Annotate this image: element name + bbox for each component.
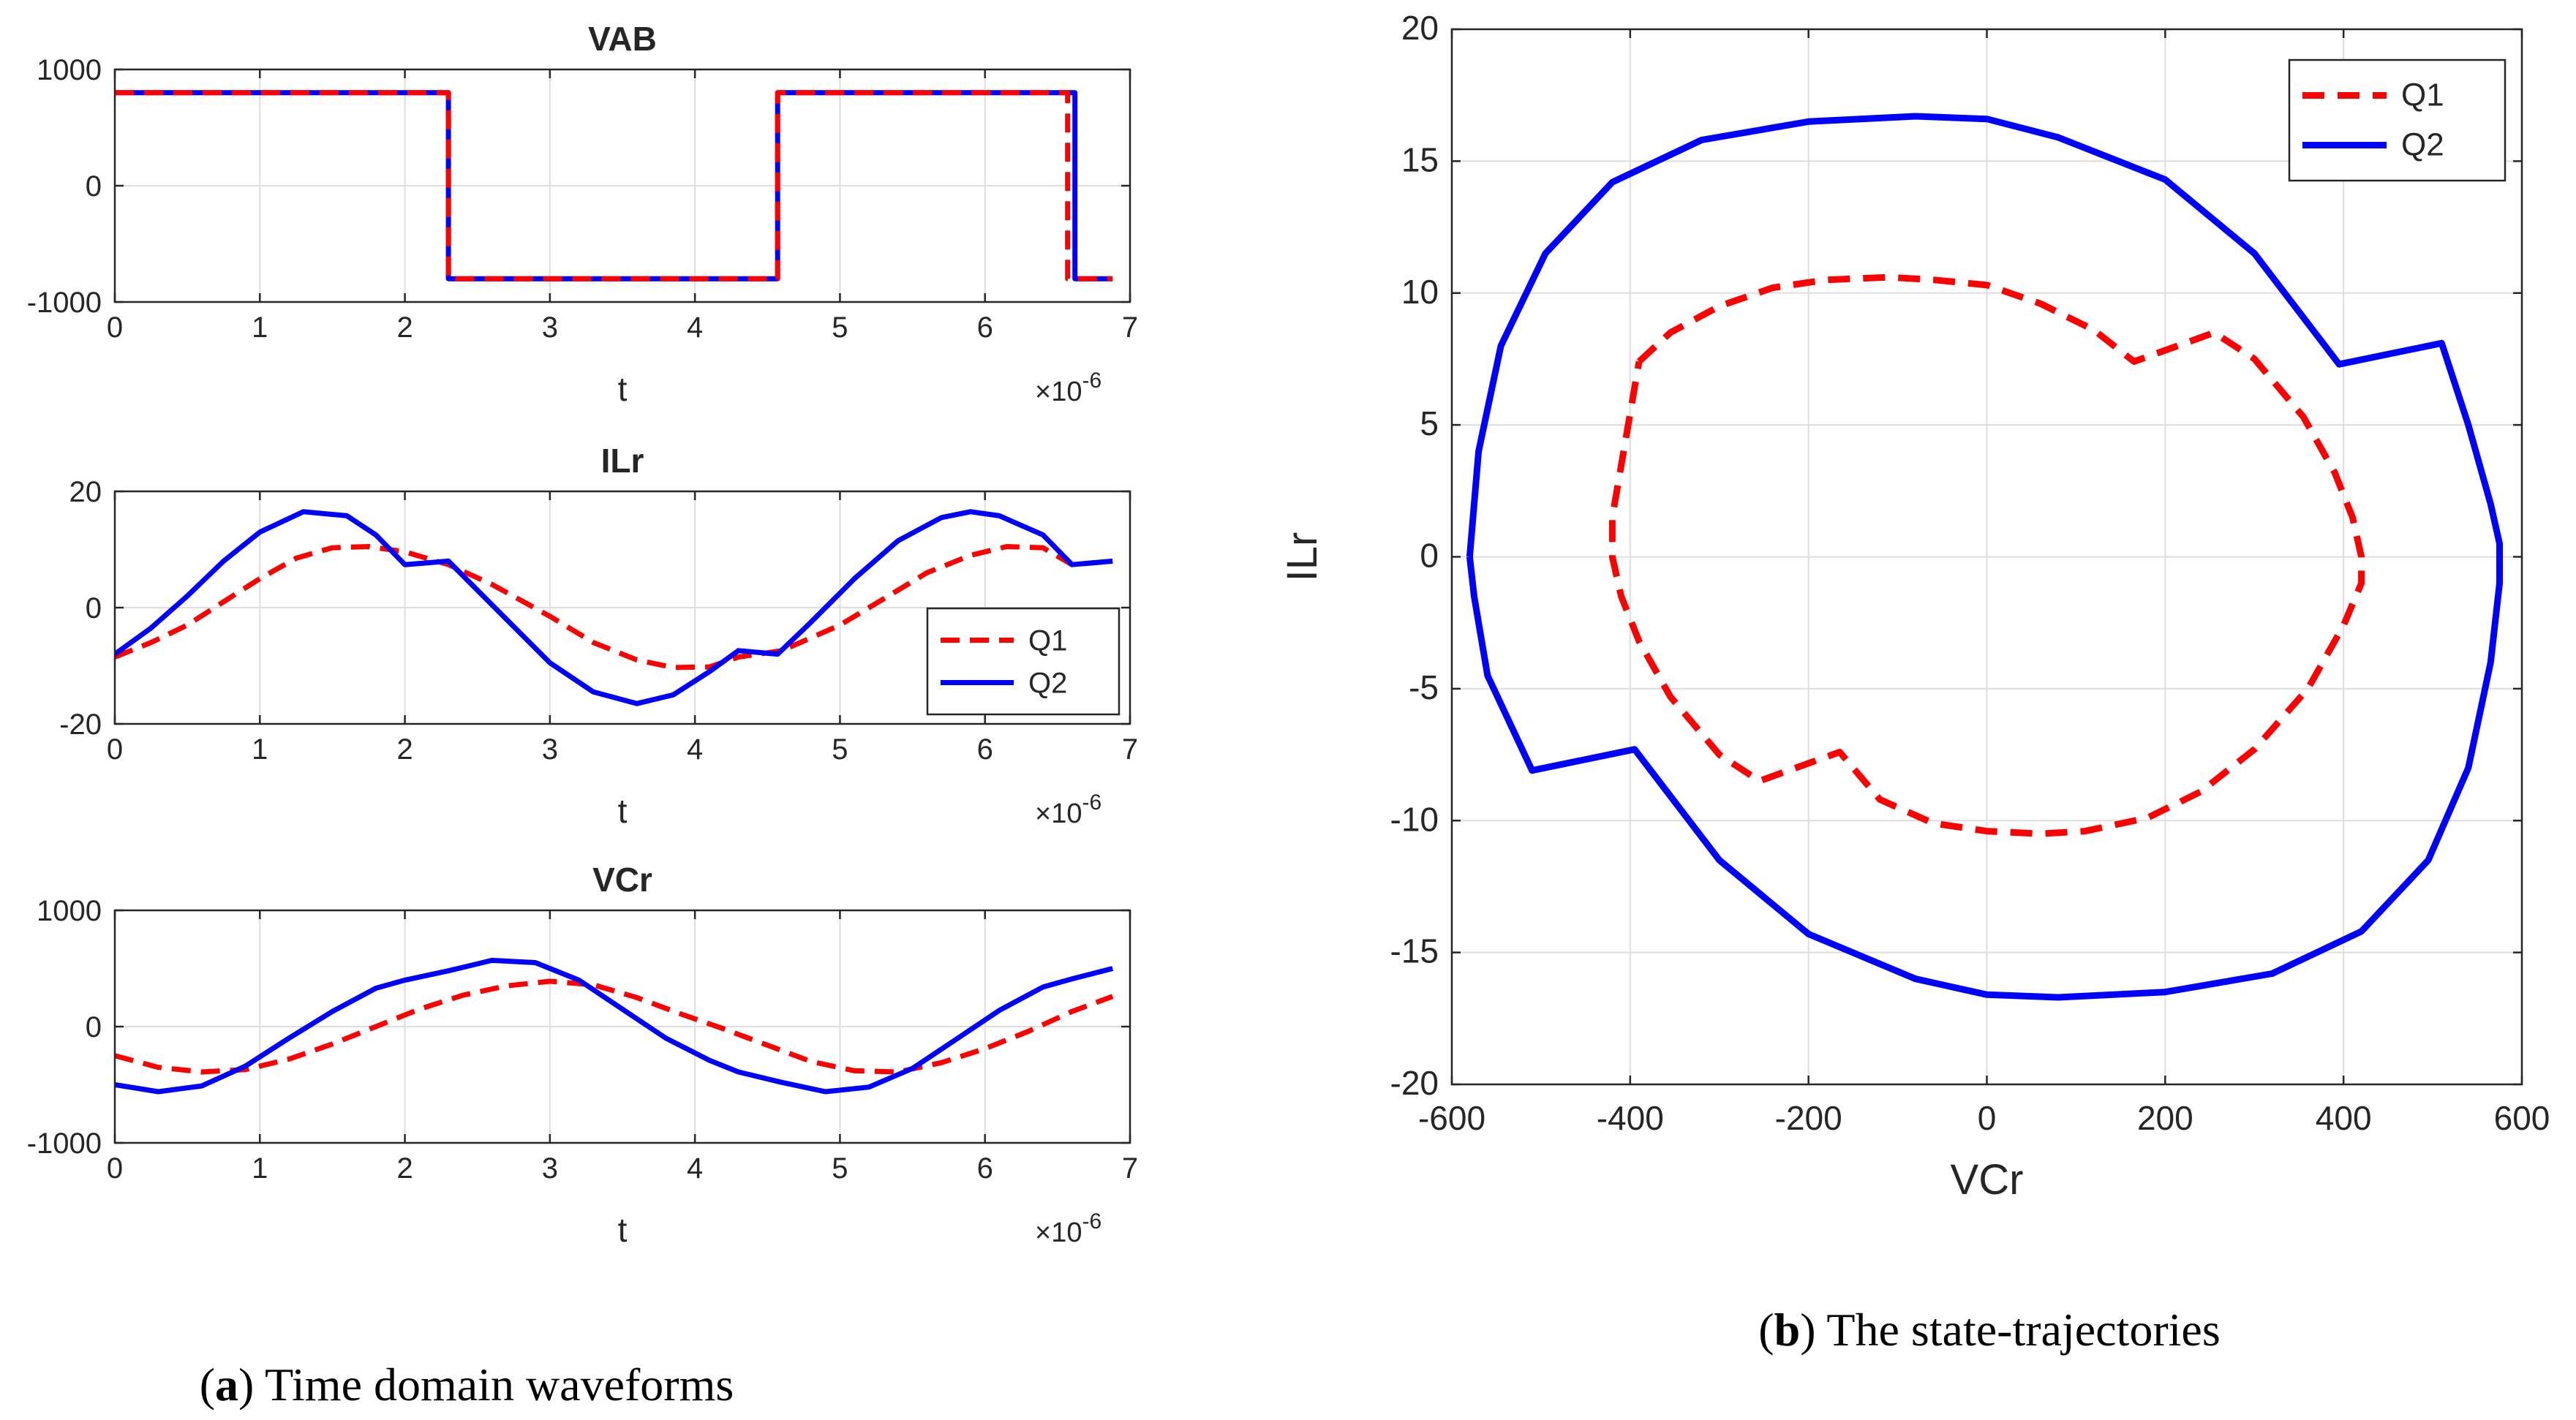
trajectory-xtick-label-3: 0 <box>1978 1099 1997 1137</box>
trajectory-legend-label-q1: Q1 <box>2401 78 2444 113</box>
chart-trajectory: -600 -400 -200 0 200 400 600 -20 -15 -10 -5 0 5 10 15 2… <box>1278 9 2550 1204</box>
vab-ytick-label-1: 0 <box>86 170 102 203</box>
trajectory-ytick-label-8: 20 <box>1401 9 1439 47</box>
ilr-xtick-label-4: 4 <box>687 733 703 766</box>
vab-series-q1 <box>115 90 1113 282</box>
ilr-xtick-label-2: 2 <box>396 733 413 766</box>
vab-ytick-label-0: -1000 <box>27 287 102 319</box>
vab-x-exponent-power: -6 <box>1082 369 1101 393</box>
caption-b-text: The state-trajectories <box>1816 1304 2221 1356</box>
vab-xtick-label-1: 1 <box>252 311 268 344</box>
vcr-xtick-label-5: 5 <box>832 1152 848 1185</box>
ilr-legend <box>926 607 1121 716</box>
vab-ytick-label-2: 1000 <box>37 54 102 86</box>
ilr-ytick-label-0: -20 <box>59 709 102 741</box>
ilr-title: ILr <box>601 442 644 480</box>
trajectory-xtick-label-4: 200 <box>2137 1099 2193 1137</box>
trajectory-ytick-label-1: -15 <box>1390 932 1439 970</box>
vab-xtick-label-7: 7 <box>1122 311 1138 344</box>
vab-x-exponent: ×10-6 <box>1035 369 1101 407</box>
ilr-ytick-label-1: 0 <box>86 592 102 624</box>
vcr-xlabel: t <box>618 1211 628 1249</box>
caption-b-letter: b <box>1774 1304 1801 1356</box>
vab-xtick-label-2: 2 <box>396 311 413 344</box>
vcr-xtick-label-4: 4 <box>687 1152 703 1185</box>
trajectory-xlabel: VCr <box>1951 1156 2024 1204</box>
trajectory-xtick-label-2: -200 <box>1775 1099 1842 1137</box>
vab-xtick-label-4: 4 <box>687 311 703 344</box>
vcr-ytick-label-2: 1000 <box>37 895 102 927</box>
vcr-x-exponent-power: -6 <box>1082 1209 1101 1234</box>
trajectory-xtick-label-5: 400 <box>2316 1099 2372 1137</box>
caption-b: (b) The state-trajectories <box>1758 1304 2220 1356</box>
vcr-x-exponent: ×10-6 <box>1035 1209 1101 1248</box>
trajectory-xtick-label-1: -400 <box>1597 1099 1664 1137</box>
trajectory-legend <box>2288 58 2507 182</box>
ilr-xtick-label-6: 6 <box>977 733 993 766</box>
ilr-xtick-label-1: 1 <box>252 733 268 766</box>
ilr-xlabel: t <box>618 792 628 830</box>
trajectory-ylabel: ILr <box>1278 532 1326 582</box>
trajectory-ytick-label-3: -5 <box>1409 668 1439 706</box>
trajectory-ytick-label-5: 5 <box>1420 404 1439 442</box>
ilr-legend-label-q2: Q2 <box>1028 668 1067 700</box>
vab-xtick-label-3: 3 <box>542 311 558 344</box>
trajectory-ytick-label-4: 0 <box>1420 537 1439 575</box>
vcr-ytick-label-1: 0 <box>86 1011 102 1043</box>
trajectory-ytick-label-6: 10 <box>1401 273 1439 311</box>
trajectory-ytick-label-0: -20 <box>1390 1064 1439 1102</box>
caption-a-letter: a <box>215 1359 238 1410</box>
caption-a-text: Time domain waveforms <box>254 1359 734 1410</box>
caption-a: (a) Time domain waveforms <box>200 1359 734 1410</box>
trajectory-xtick-label-0: -600 <box>1418 1099 1485 1137</box>
vab-xtick-label-0: 0 <box>107 311 123 344</box>
vcr-xtick-label-2: 2 <box>396 1152 413 1185</box>
ilr-xtick-label-5: 5 <box>832 733 848 766</box>
ilr-xtick-label-7: 7 <box>1122 733 1138 766</box>
ilr-xtick-label-0: 0 <box>107 733 123 766</box>
ilr-series-q2 <box>115 509 1113 706</box>
ilr-legend-label-q1: Q1 <box>1028 625 1067 657</box>
vab-xtick-label-5: 5 <box>832 311 848 344</box>
trajectory-series-q1 <box>1608 273 2365 837</box>
trajectory-ytick-label-7: 15 <box>1401 140 1439 178</box>
vcr-title: VCr <box>592 861 652 899</box>
trajectory-ytick-label-2: -10 <box>1390 800 1439 838</box>
ilr-xtick-label-3: 3 <box>542 733 558 766</box>
vcr-xtick-label-1: 1 <box>252 1152 268 1185</box>
vcr-xtick-label-7: 7 <box>1122 1152 1138 1185</box>
vcr-series-q2 <box>115 957 1114 1095</box>
ilr-x-exponent-power: -6 <box>1082 790 1101 815</box>
ilr-ytick-label-2: 20 <box>69 476 102 508</box>
vcr-series-q1 <box>115 978 1114 1075</box>
vcr-ytick-label-0: -1000 <box>27 1128 102 1160</box>
vab-xtick-label-6: 6 <box>977 311 993 344</box>
trajectory-series-q2 <box>1466 113 2503 1001</box>
vab-xlabel: t <box>618 370 628 408</box>
vcr-xtick-label-6: 6 <box>977 1152 993 1185</box>
ilr-x-exponent: ×10-6 <box>1035 790 1101 829</box>
vab-title: VAB <box>588 20 657 58</box>
vcr-xtick-label-0: 0 <box>107 1152 123 1185</box>
trajectory-legend-label-q2: Q2 <box>2401 127 2444 163</box>
vcr-xtick-label-3: 3 <box>542 1152 558 1185</box>
trajectory-xtick-label-6: 600 <box>2494 1099 2550 1137</box>
